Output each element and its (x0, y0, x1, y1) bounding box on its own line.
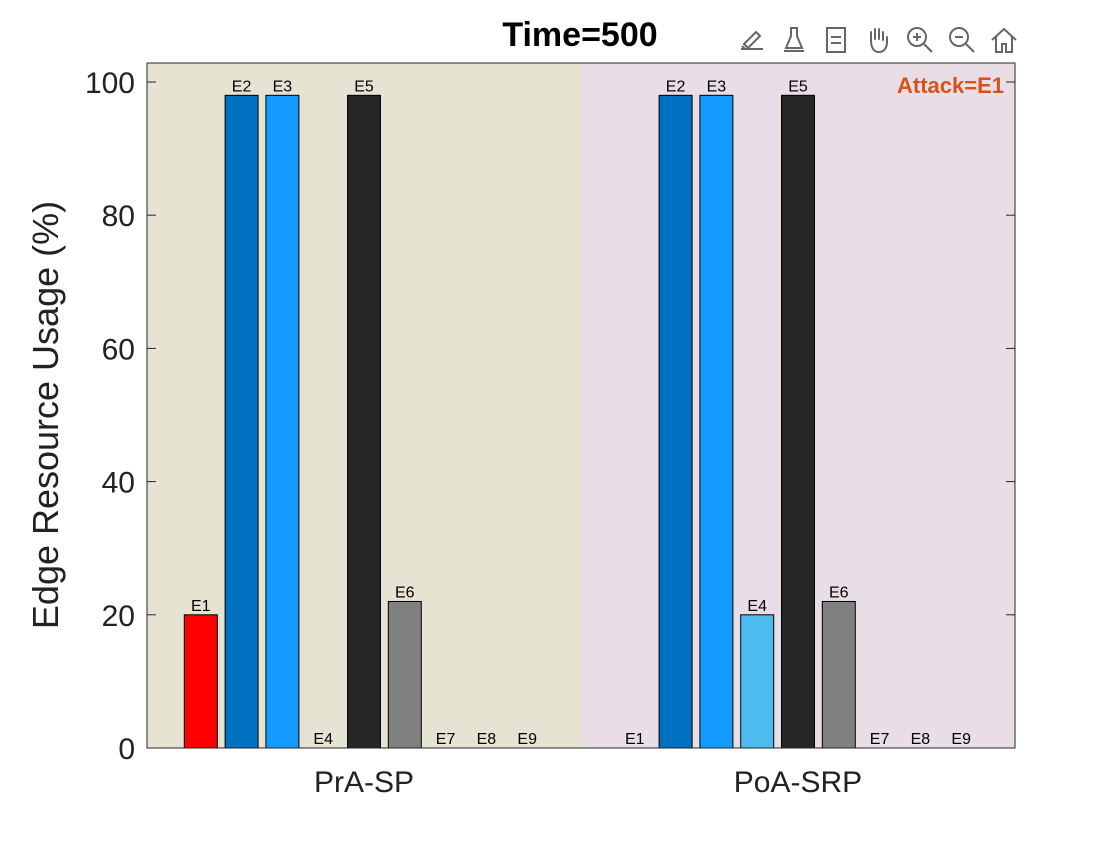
bar-label: E1 (625, 731, 645, 748)
bar-PoA-SRP-E6 (821, 600, 856, 749)
bar-label: E4 (747, 598, 767, 615)
y-tick-label: 0 (118, 733, 135, 766)
bar-label: E5 (788, 78, 808, 95)
zoom-in-icon[interactable] (900, 22, 940, 58)
plot-frame (146, 62, 1016, 749)
y-tick-label: 100 (85, 67, 135, 100)
bar-PrA-SP-E1 (183, 614, 218, 749)
chart-title: Time=500 (502, 16, 657, 54)
y-tick-label: 80 (102, 200, 135, 233)
y-tick-label: 60 (102, 333, 135, 366)
bar-label: E9 (951, 731, 971, 748)
bar-PoA-SRP-E3 (699, 94, 734, 749)
x-tick-label: PoA-SRP (734, 766, 862, 799)
bar-PrA-SP-E6 (387, 600, 422, 749)
bar-PrA-SP-E3 (265, 94, 300, 749)
bar-PoA-SRP-E5 (781, 94, 815, 749)
bar-label: E3 (707, 78, 727, 95)
zoom-out-icon[interactable] (942, 22, 982, 58)
bar-label: E8 (911, 731, 931, 748)
bar-label: E2 (232, 78, 252, 95)
home-icon[interactable] (984, 22, 1024, 58)
bar-label: E2 (666, 78, 686, 95)
bar-label: E4 (313, 731, 333, 748)
pan-hand-icon[interactable] (858, 22, 898, 58)
bar-label: E3 (273, 78, 293, 95)
bar-label: E5 (354, 78, 374, 95)
attack-annotation: Attack=E1 (897, 73, 1004, 98)
brush-edit-icon[interactable] (732, 22, 772, 58)
bar-label: E9 (517, 731, 537, 748)
bar-label: E6 (829, 584, 849, 601)
y-tick-label: 40 (102, 467, 135, 500)
bar-label: E8 (477, 731, 497, 748)
y-axis-label: Edge Resource Usage (%) (25, 201, 66, 629)
bar-label: E1 (191, 598, 211, 615)
bar-PoA-SRP-E2 (658, 94, 693, 749)
bar-PoA-SRP-E4 (740, 614, 775, 749)
bar-PrA-SP-E2 (224, 94, 259, 749)
legend-icon[interactable] (816, 22, 856, 58)
bar-label: E6 (395, 584, 415, 601)
data-tip-icon[interactable] (774, 22, 814, 58)
x-tick-label: PrA-SP (314, 766, 414, 799)
bar-PrA-SP-E5 (347, 94, 381, 749)
y-tick-label: 20 (102, 600, 135, 633)
bar-label: E7 (436, 731, 456, 748)
axes-toolbar (732, 22, 1024, 58)
bar-label: E7 (870, 731, 890, 748)
